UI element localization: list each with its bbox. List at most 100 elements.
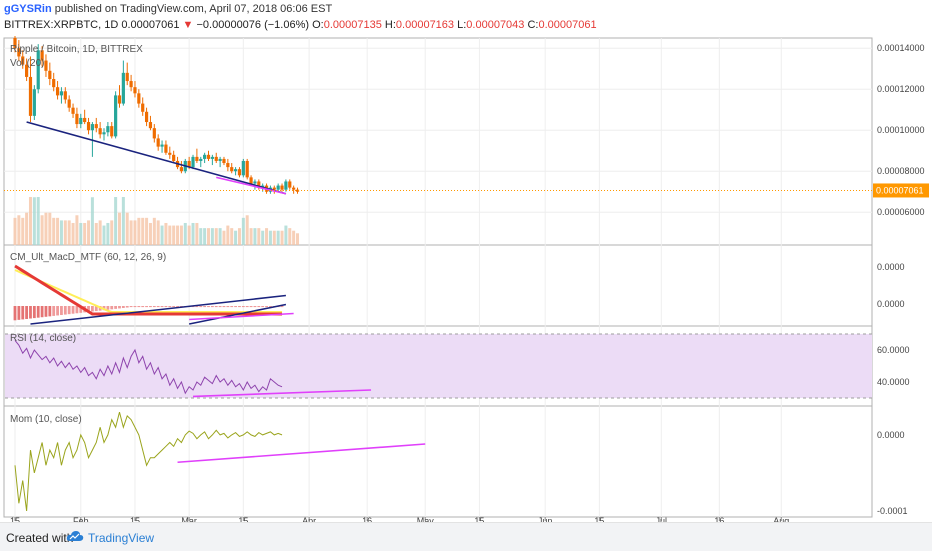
price-tick-label: 0.00010000 [877,125,925,135]
volume-bar [145,217,149,245]
rsi-band [5,334,872,398]
macd-histogram-bar [44,306,48,317]
macd-histogram-bar [63,306,67,315]
macd-histogram-bar [94,306,98,312]
macd-tick-label: 0.0000 [877,299,905,309]
macd-histogram-bar [133,306,137,308]
candle-body [191,156,195,168]
volume-bar [90,197,94,245]
macd-trend-line [189,303,287,325]
candle-body [36,50,40,90]
author-name[interactable]: gGYSRin [4,3,52,15]
candle-body [102,132,106,135]
candle-body [241,160,245,176]
volume-bar [52,217,56,245]
candle-body [148,122,153,129]
price-legend: Ripple / Bitcoin, 1D, BITTREX [10,44,143,55]
close-value: 0.00007061 [538,19,597,31]
volume-bar [199,228,203,245]
candle-body [195,156,199,161]
macd-trend-line [30,294,286,325]
price-pane [3,37,873,246]
down-arrow-icon: ▼ [182,19,194,31]
volume-bar [179,225,183,245]
volume-bar [13,217,17,245]
volume-bar [56,217,60,245]
macd-histogram-bar [118,306,121,309]
macd-histogram-bar [207,306,210,308]
momentum-tick-label: -0.0001 [877,506,908,516]
candle-body [222,158,226,164]
candle-body [245,160,249,178]
volume-bar [106,222,110,245]
macd-histogram-bar [67,306,71,315]
grid-lines [4,38,872,517]
candle-body [117,95,122,104]
volume-bar [183,222,187,245]
time-tick-label: Jun [538,516,553,522]
macd-histogram-bar [129,306,133,308]
volume-bar [253,228,257,245]
macd-signal-line [14,269,283,313]
price-tick-label: 0.00006000 [877,207,925,217]
candle-body [71,107,75,114]
macd-histogram-bar [145,306,148,308]
candle-body [121,72,125,104]
macd-histogram-bar [199,306,203,308]
macd-histogram-bar [48,306,52,317]
macd-histogram-bar [245,306,249,308]
candle-body [79,117,83,125]
volume-bar [137,217,141,245]
macd-histogram-bar [60,306,63,316]
momentum-line [14,411,283,511]
macd-histogram-bar [71,306,75,314]
rsi-tick-label: 40.0000 [877,377,910,387]
chart-canvas[interactable]: 0.00006000 0.00008000 0.00010000 0.00012000… [0,36,932,522]
macd-histogram-bar [52,306,56,316]
volume-legend: Vol (20) [10,58,44,69]
volume-bar [191,222,195,245]
time-tick-label: 15 [474,516,484,522]
volume-bar [21,217,25,245]
volume-bar [284,225,288,245]
candle-body [137,93,141,104]
high-value: 0.00007163 [395,19,455,31]
momentum-trend-line [177,443,426,464]
time-tick-label: 15 [130,516,140,522]
macd-histogram-bar [149,306,152,308]
tradingview-link[interactable]: TradingView [88,531,155,545]
volume-bar [241,217,245,245]
macd-trend-line [189,312,294,321]
price-tick-label: 0.00014000 [877,43,925,53]
candle-body [17,48,21,57]
candle-body [21,56,25,65]
macd-histogram-bar [137,306,141,308]
volume-bar [59,220,63,245]
candle-body [257,181,261,188]
volume-bar [214,228,218,245]
macd-histogram-bar [21,306,25,320]
last-price: 0.00007061 [121,19,180,31]
volume-bar [110,220,114,245]
candle-body [40,50,44,61]
macd-histogram-bar [230,306,234,308]
volume-bar [25,212,29,245]
macd-histogram-bar [141,306,145,308]
candle-body [280,185,284,190]
volume-bar [207,228,210,245]
candle-body [63,91,67,100]
macd-histogram-bar [265,306,268,308]
current-price-badge [873,183,929,198]
time-tick-label: Feb [73,516,89,522]
high-label: H: [384,19,396,31]
volume-bar [141,217,145,245]
candle-body [187,160,191,168]
macd-histogram-bar [164,306,168,308]
candle-body [25,64,29,77]
volume-bar [152,217,156,245]
candle-body [59,91,64,96]
volume-bar [17,215,21,245]
candle-body [203,154,207,159]
candle-body [276,185,280,190]
volume-bar [288,228,292,245]
